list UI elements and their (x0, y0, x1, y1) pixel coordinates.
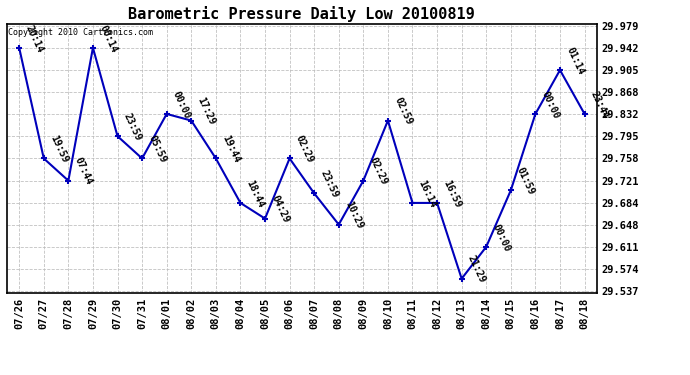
Text: 10:29: 10:29 (343, 200, 364, 231)
Text: 05:59: 05:59 (146, 134, 168, 165)
Text: 16:59: 16:59 (441, 178, 463, 209)
Text: 01:59: 01:59 (515, 166, 536, 196)
Text: 16:14: 16:14 (417, 178, 438, 209)
Text: 18:44: 18:44 (244, 178, 266, 209)
Text: 23:44: 23:44 (589, 89, 610, 120)
Text: 00:00: 00:00 (171, 89, 193, 120)
Text: 23:59: 23:59 (318, 169, 339, 200)
Text: Copyright 2010 Cartronics.com: Copyright 2010 Cartronics.com (8, 28, 153, 38)
Text: 02:29: 02:29 (294, 134, 315, 165)
Text: 01:14: 01:14 (564, 45, 586, 76)
Title: Barometric Pressure Daily Low 20100819: Barometric Pressure Daily Low 20100819 (128, 6, 475, 22)
Text: 17:29: 17:29 (195, 96, 217, 127)
Text: 19:59: 19:59 (48, 134, 70, 165)
Text: 02:29: 02:29 (368, 156, 389, 187)
Text: 02:59: 02:59 (392, 96, 413, 127)
Text: 21:29: 21:29 (466, 254, 487, 285)
Text: 20:14: 20:14 (23, 23, 45, 54)
Text: 00:14: 00:14 (97, 23, 119, 54)
Text: 19:44: 19:44 (220, 134, 242, 165)
Text: 00:00: 00:00 (540, 89, 561, 120)
Text: 04:29: 04:29 (269, 194, 290, 225)
Text: 07:44: 07:44 (72, 156, 94, 187)
Text: 00:00: 00:00 (491, 222, 512, 253)
Text: 23:59: 23:59 (121, 111, 143, 142)
